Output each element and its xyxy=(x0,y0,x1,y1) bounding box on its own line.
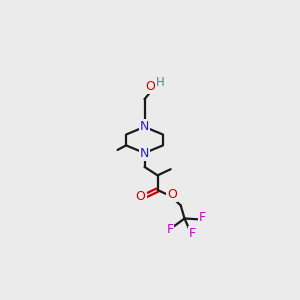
Text: F: F xyxy=(189,226,196,240)
Text: O: O xyxy=(136,190,146,203)
Text: F: F xyxy=(167,223,173,236)
Text: N: N xyxy=(140,146,149,160)
Text: F: F xyxy=(199,211,206,224)
Text: O: O xyxy=(167,188,177,201)
Text: O: O xyxy=(146,80,156,92)
Text: H: H xyxy=(155,76,164,89)
Text: N: N xyxy=(140,120,149,134)
